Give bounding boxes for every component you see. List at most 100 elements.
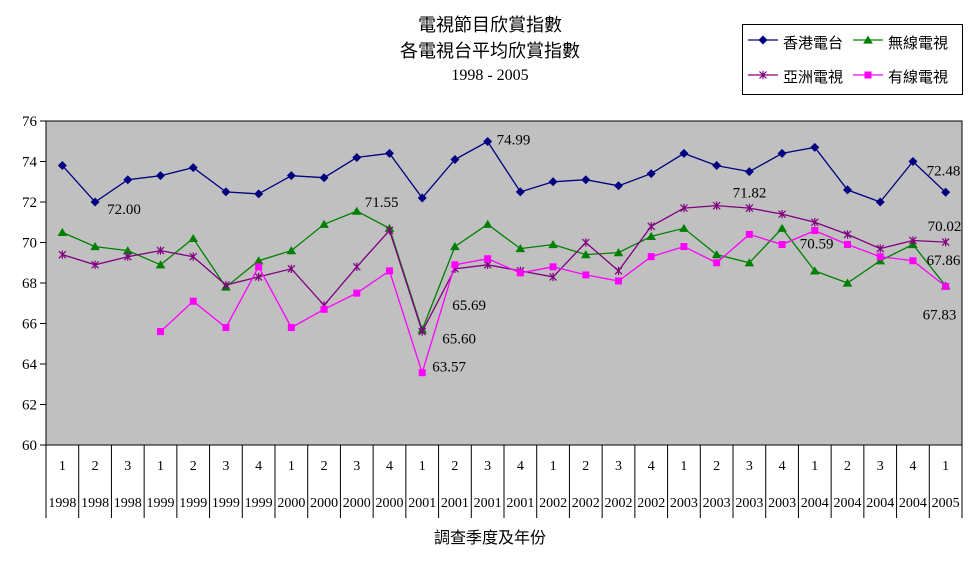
data-point-marker <box>581 175 591 185</box>
x-year-label: 1998 <box>81 496 109 511</box>
data-point-marker <box>90 242 100 251</box>
data-point-label: 72.48 <box>927 163 961 179</box>
legend-label: 香港電台 <box>783 35 844 52</box>
data-point-marker <box>286 246 297 255</box>
x-year-label: 2000 <box>376 496 404 511</box>
data-point-marker <box>157 328 164 336</box>
data-point-marker <box>286 171 296 181</box>
y-tick-label: 68 <box>22 276 37 292</box>
triangle-marker-icon <box>853 33 883 51</box>
y-tick-label: 70 <box>22 236 37 252</box>
data-point-marker <box>875 197 885 207</box>
data-point-label: 65.69 <box>452 298 486 314</box>
x-year-label: 2003 <box>703 496 731 511</box>
data-point-marker <box>255 263 263 271</box>
star-marker-icon <box>748 68 778 86</box>
x-year-label: 2001 <box>408 496 436 511</box>
data-point-marker <box>842 278 853 287</box>
x-quarter-label: 4 <box>648 459 655 474</box>
data-point-marker <box>712 161 722 171</box>
data-point-marker <box>482 219 493 228</box>
series-line-tvb <box>62 210 947 332</box>
data-point-marker <box>876 244 885 253</box>
data-point-marker <box>647 253 655 261</box>
data-point-marker <box>58 250 67 259</box>
data-point-marker <box>614 266 623 276</box>
x-quarter-label: 2 <box>844 459 851 474</box>
data-point-label: 67.86 <box>927 253 961 269</box>
x-quarter-label: 3 <box>746 459 753 474</box>
data-point-marker <box>843 230 852 239</box>
x-year-label: 1999 <box>245 496 273 511</box>
x-year-label: 2004 <box>801 496 829 511</box>
data-point-marker <box>254 272 263 282</box>
plot-area <box>45 120 963 446</box>
x-quarter-label: 2 <box>92 459 99 474</box>
chart-title-line1: 電視節目欣賞指數 <box>418 15 562 35</box>
data-point-marker <box>451 261 459 269</box>
data-point-marker <box>417 193 427 203</box>
x-quarter-label: 1 <box>550 459 557 474</box>
data-point-marker <box>57 227 68 236</box>
data-point-marker <box>222 324 230 332</box>
data-point-marker <box>515 187 525 197</box>
x-year-label: 1998 <box>114 496 142 511</box>
x-year-label: 2000 <box>277 496 305 511</box>
x-quarter-label: 1 <box>942 459 949 474</box>
x-year-label: 2004 <box>866 496 894 511</box>
chart-title-line3: 1998 - 2005 <box>451 67 529 84</box>
x-year-label: 2001 <box>441 496 469 511</box>
data-point-marker <box>909 257 917 265</box>
x-quarter-label: 1 <box>811 459 818 474</box>
legend-item-atv: 亞洲電視 <box>748 66 853 87</box>
x-quarter-label: 4 <box>779 459 786 474</box>
legend-label: 無線電視 <box>888 35 949 52</box>
legend-label: 有線電視 <box>888 70 949 87</box>
x-year-label: 2001 <box>474 496 502 511</box>
x-quarter-label: 2 <box>190 459 197 474</box>
data-point-marker <box>809 266 820 275</box>
x-quarter-label: 4 <box>255 459 262 474</box>
data-point-marker <box>351 206 362 215</box>
x-year-label: 2002 <box>637 496 665 511</box>
x-year-label: 2000 <box>310 496 338 511</box>
data-point-marker <box>680 243 688 251</box>
x-quarter-label: 4 <box>909 459 916 474</box>
data-point-marker <box>91 260 99 269</box>
data-point-marker <box>941 187 951 197</box>
data-point-marker <box>319 219 329 228</box>
data-point-marker <box>876 253 884 261</box>
data-point-marker <box>484 255 492 263</box>
x-quarter-label: 2 <box>321 459 328 474</box>
data-point-marker <box>745 203 754 213</box>
data-point-marker <box>386 267 393 275</box>
data-point-marker <box>679 223 689 232</box>
legend-label: 亞洲電視 <box>783 70 844 87</box>
data-point-marker <box>581 238 590 247</box>
data-point-marker <box>646 169 656 179</box>
data-point-label: 70.02 <box>928 219 962 235</box>
data-point-label: 71.82 <box>733 186 767 202</box>
x-quarter-label: 3 <box>353 459 360 474</box>
x-quarter-label: 3 <box>484 459 491 474</box>
data-point-marker <box>777 148 787 158</box>
data-point-marker <box>287 324 295 332</box>
x-quarter-label: 3 <box>877 459 884 474</box>
data-point-marker <box>580 250 591 259</box>
data-point-marker <box>942 282 950 290</box>
data-point-marker <box>90 197 100 207</box>
x-year-label: 2004 <box>899 496 927 511</box>
data-point-marker <box>123 252 132 261</box>
x-year-label: 2002 <box>572 496 600 511</box>
data-point-marker <box>57 161 67 171</box>
x-quarter-label: 4 <box>386 459 393 474</box>
data-point-marker <box>711 250 722 259</box>
x-quarter-label: 2 <box>713 459 720 474</box>
data-point-label: 70.59 <box>800 237 834 253</box>
data-point-marker <box>908 157 918 166</box>
data-point-marker <box>778 209 786 219</box>
data-point-marker <box>647 222 656 231</box>
data-point-marker <box>353 289 361 297</box>
data-point-marker <box>548 177 558 187</box>
legend-item-tvb: 無線電視 <box>853 32 958 53</box>
